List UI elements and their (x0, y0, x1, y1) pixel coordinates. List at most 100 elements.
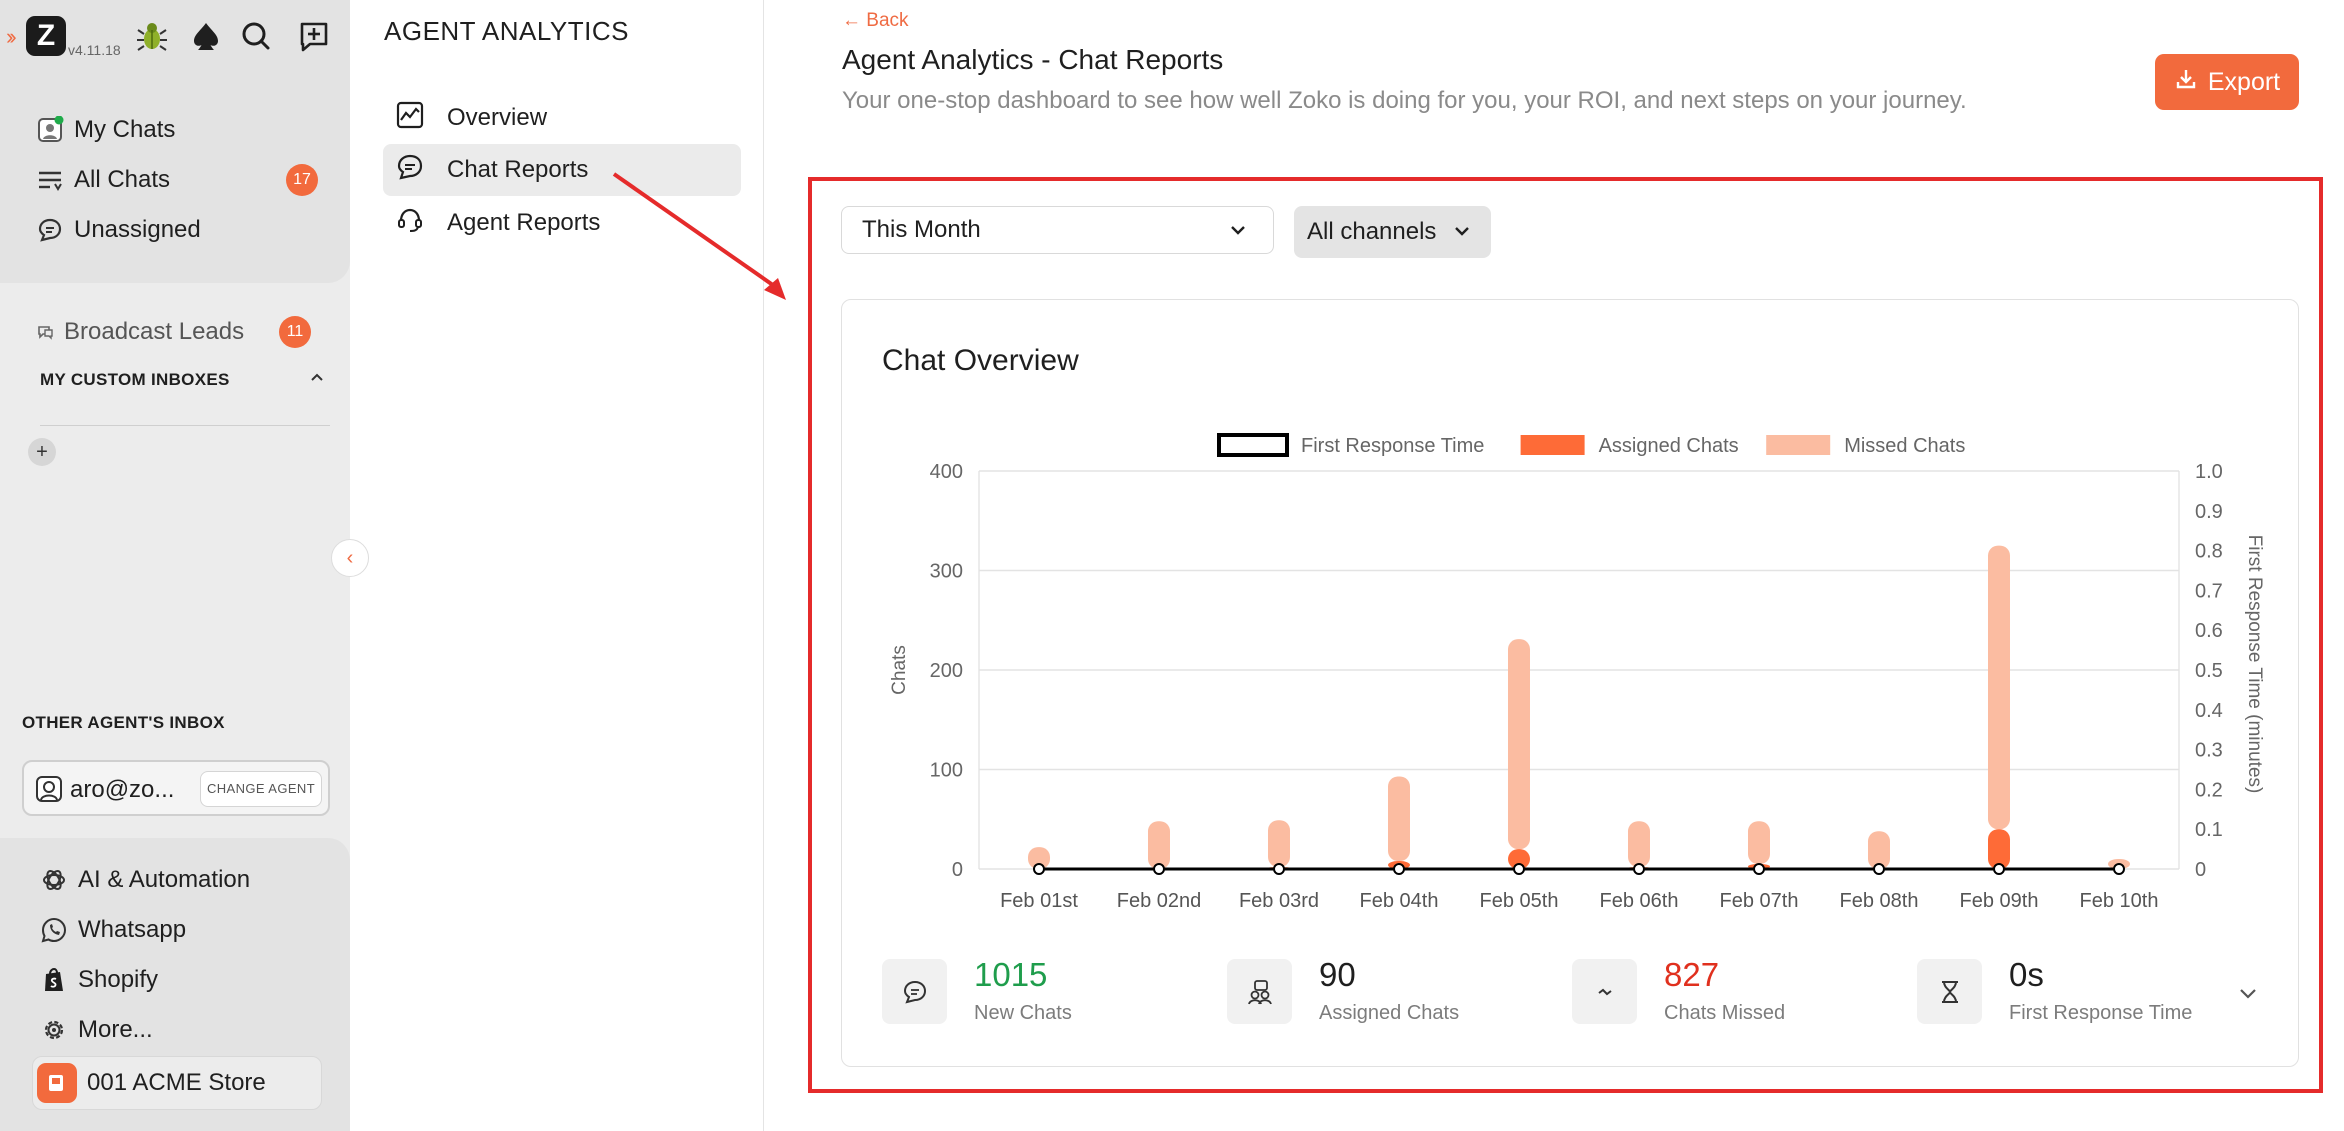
stat-label: New Chats (974, 1002, 1072, 1024)
subnav-item-label: Chat Reports (447, 156, 589, 183)
y2-tick-label: 0.9 (2195, 501, 2223, 523)
sidebar-item-broadcast-leads[interactable]: Broadcast Leads (36, 314, 244, 350)
spade-icon[interactable] (186, 16, 226, 56)
list-filter-icon (36, 166, 64, 194)
sidebar-item-label: AI & Automation (78, 866, 251, 893)
y2-axis-title: First Response Time (minutes) (2244, 535, 2265, 794)
x-tick-label: Feb 08th (1840, 890, 1919, 912)
sidebar-item-whatsapp[interactable]: Whatsapp (40, 912, 186, 948)
y2-tick-label: 0.4 (2195, 700, 2223, 722)
assigned-chats-bar (1988, 829, 2010, 869)
first-response-time-point (1633, 863, 1645, 875)
missed-chats-bar (1868, 831, 1890, 869)
subnav-item-chat-reports[interactable]: Chat Reports (383, 144, 741, 196)
store-switcher[interactable]: 001 ACME Store (32, 1056, 322, 1110)
subnav-item-overview[interactable]: Overview (383, 92, 741, 144)
stat-label: Assigned Chats (1319, 1002, 1460, 1024)
period-select[interactable]: This Month (841, 206, 1274, 254)
card-title: Chat Overview (882, 344, 1079, 377)
new-chat-icon[interactable] (294, 16, 334, 56)
store-name: 001 ACME Store (87, 1069, 266, 1096)
custom-inboxes-heading: MY CUSTOM INBOXES (40, 370, 230, 389)
bug-icon[interactable] (132, 16, 172, 56)
stat-label: Chats Missed (1664, 1002, 1786, 1024)
y2-tick-label: 0.6 (2195, 620, 2223, 642)
y-tick-label: 300 (930, 561, 963, 583)
y-tick-label: 100 (930, 760, 963, 782)
x-tick-label: Feb 09th (1960, 890, 2039, 912)
page-title: Agent Analytics - Chat Reports (842, 44, 1224, 75)
y2-tick-label: 1.0 (2195, 461, 2223, 483)
other-agent-inbox-heading: OTHER AGENT'S INBOX (22, 713, 225, 732)
back-link[interactable]: ← Back (842, 10, 909, 31)
sidebar-item-more[interactable]: More... (40, 1012, 153, 1048)
sidebar-item-ai-automation[interactable]: AI & Automation (40, 862, 250, 898)
app-version: v4.11.18 (68, 42, 121, 58)
chat-bubble-icon (882, 959, 947, 1024)
divider (40, 425, 330, 426)
x-tick-label: Feb 06th (1600, 890, 1679, 912)
missed-chats-bar (1268, 820, 1290, 868)
collapse-sidebar-button[interactable]: ‹ (331, 539, 369, 577)
add-inbox-button[interactable]: + (28, 438, 56, 466)
chat-overview-chart: 0 100 200 300 400 0 0.1 0.2 0.3 0.4 0.5 0.6 0.7 0.8 0.… (889, 433, 2265, 912)
change-agent-button[interactable]: CHANGE AGENT (200, 771, 322, 807)
sidebar-item-shopify[interactable]: Shopify (40, 962, 158, 998)
gear-icon (40, 1016, 68, 1044)
stat-value: 827 (1664, 956, 1720, 993)
sidebar-item-label: My Chats (74, 116, 176, 143)
y2-tick-label: 0.1 (2195, 819, 2223, 841)
subnav-title: AGENT ANALYTICS (384, 16, 629, 46)
legend-swatch (1520, 435, 1585, 455)
left-sidebar: ›› Z v4.11.18 My Chats All Chats 17 Unas (0, 0, 350, 1131)
period-value: This Month (862, 216, 981, 243)
channel-select[interactable]: All channels (1294, 206, 1491, 258)
missed-chats-bar (1508, 639, 1530, 850)
subnav-item-label: Agent Reports (447, 209, 601, 236)
y-tick-label: 0 (952, 859, 963, 881)
x-tick-label: Feb 05th (1480, 890, 1559, 912)
expand-stats-chevron-icon[interactable] (2235, 980, 2261, 1011)
search-icon[interactable] (236, 16, 276, 56)
subnav-item-agent-reports[interactable]: Agent Reports (383, 197, 741, 249)
first-response-time-point (1873, 863, 1885, 875)
missed-icon (1572, 959, 1637, 1024)
first-response-time-point (1033, 863, 1045, 875)
zoko-logo[interactable]: Z (26, 16, 66, 56)
sidebar-item-my-chats[interactable]: My Chats (36, 112, 175, 148)
missed-chats-bar (1748, 821, 1770, 865)
collapse-caret-icon[interactable] (308, 368, 326, 391)
sidebar-item-all-chats[interactable]: All Chats (36, 162, 170, 198)
y2-tick-label: 0.8 (2195, 541, 2223, 563)
x-tick-label: Feb 02nd (1117, 890, 1202, 912)
annotation-arrow (612, 172, 786, 300)
sidebar-item-label: Broadcast Leads (64, 318, 245, 345)
first-response-time-point (1153, 863, 1165, 875)
stat-value: 1015 (974, 956, 1048, 993)
sidebar-item-label: More... (78, 1016, 153, 1043)
broadcast-icon (36, 318, 54, 346)
stat-value: 0s (2009, 956, 2044, 993)
y-axis-title: Chats (889, 645, 910, 695)
legend-label: First Response Time (1301, 435, 1484, 457)
expand-chevron-icon[interactable]: ›› (6, 24, 16, 49)
missed-chats-bar (1388, 776, 1410, 862)
openai-icon (40, 866, 68, 894)
analytics-subnav: AGENT ANALYTICS Overview Chat Reports Ag… (350, 0, 764, 1131)
legend-label: Missed Chats (1844, 435, 1965, 457)
x-tick-label: Feb 10th (2080, 890, 2159, 912)
legend-label: Assigned Chats (1599, 435, 1739, 457)
chat-bubble-icon (36, 216, 64, 244)
sidebar-item-unassigned[interactable]: Unassigned (36, 212, 201, 248)
hourglass-icon (1917, 959, 1982, 1024)
y2-tick-label: 0.7 (2195, 580, 2223, 602)
shopify-icon (40, 966, 68, 994)
broadcast-badge: 11 (279, 316, 311, 348)
export-button[interactable]: Export (2155, 54, 2299, 110)
x-tick-label: Feb 01st (1000, 890, 1078, 912)
first-response-time-point (2113, 863, 2125, 875)
sidebar-item-label: All Chats (74, 166, 171, 193)
missed-chats-bar (1988, 545, 2010, 830)
y-tick-label: 400 (930, 461, 963, 483)
assigned-chats-bar (1508, 849, 1530, 869)
